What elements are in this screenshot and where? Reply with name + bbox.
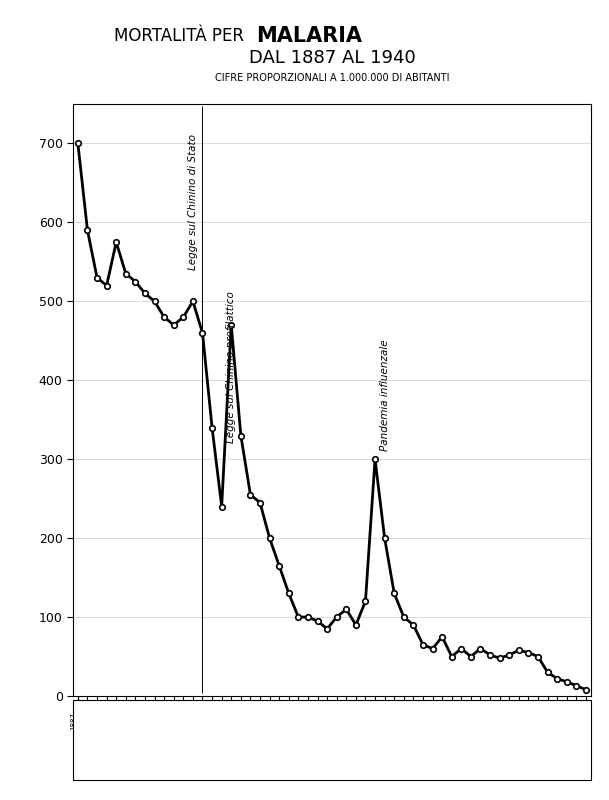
Text: 1908: 1908 (272, 712, 277, 730)
Text: 1915: 1915 (339, 712, 345, 730)
Text: 1887: 1887 (70, 712, 76, 730)
Text: 1895: 1895 (147, 712, 153, 730)
Text: 1924: 1924 (424, 712, 431, 730)
Text: 1928: 1928 (463, 712, 469, 730)
Text: 1923: 1923 (415, 712, 421, 730)
Text: 1909: 1909 (281, 712, 287, 730)
Text: 1894: 1894 (137, 712, 143, 730)
Text: 1927: 1927 (454, 712, 460, 730)
Text: 1899: 1899 (185, 712, 191, 730)
Text: 1888: 1888 (80, 712, 86, 730)
Text: 1919: 1919 (377, 712, 383, 730)
Text: MORTALITÀ PER: MORTALITÀ PER (114, 27, 244, 45)
Text: Pandemia influenzale: Pandemia influenzale (380, 340, 390, 451)
Text: CIFRE PROPORZIONALI A 1.000.000 DI ABITANTI: CIFRE PROPORZIONALI A 1.000.000 DI ABITA… (214, 74, 449, 83)
Text: 1936: 1936 (540, 712, 546, 730)
Text: 1940: 1940 (578, 712, 584, 730)
Text: 1934: 1934 (521, 712, 527, 730)
Text: 1933: 1933 (511, 712, 517, 730)
Text: DAL 1887 AL 1940: DAL 1887 AL 1940 (248, 50, 415, 67)
Text: 1898: 1898 (175, 712, 181, 730)
Text: 1929: 1929 (473, 712, 479, 730)
Text: 1889: 1889 (90, 712, 95, 730)
Text: 1901: 1901 (204, 712, 210, 730)
Text: Legge sul Chinino profilattico: Legge sul Chinino profilattico (226, 291, 236, 443)
Text: 1926: 1926 (444, 712, 450, 730)
Text: 1897: 1897 (166, 712, 172, 730)
Text: 1902: 1902 (214, 712, 220, 730)
Text: 1930: 1930 (482, 712, 488, 730)
Text: 1937: 1937 (549, 712, 555, 730)
Text: 1916: 1916 (348, 712, 354, 730)
Text: 1922: 1922 (406, 712, 412, 730)
Text: 1912: 1912 (310, 712, 315, 730)
Text: 1918: 1918 (367, 712, 373, 730)
Text: 1900: 1900 (195, 712, 201, 730)
Text: 1892: 1892 (118, 712, 124, 730)
Text: 1903: 1903 (224, 712, 230, 730)
Text: 1905: 1905 (242, 712, 248, 730)
Text: 1904: 1904 (233, 712, 239, 730)
Text: 1906: 1906 (252, 712, 258, 730)
Text: 1920: 1920 (387, 712, 392, 730)
Text: 1921: 1921 (396, 712, 402, 730)
Text: 1911: 1911 (300, 712, 306, 730)
Text: 1910: 1910 (290, 712, 297, 730)
Text: 1890: 1890 (99, 712, 105, 730)
Text: 1939: 1939 (569, 712, 574, 730)
Text: 1893: 1893 (128, 712, 133, 730)
Text: 1938: 1938 (559, 712, 565, 730)
Text: 1913: 1913 (319, 712, 325, 730)
Text: 1932: 1932 (501, 712, 507, 730)
Text: 1914: 1914 (329, 712, 335, 730)
Text: Legge sul Chinino di Stato: Legge sul Chinino di Stato (188, 134, 198, 270)
Text: 1907: 1907 (262, 712, 268, 730)
Text: 1935: 1935 (530, 712, 536, 730)
Text: 1925: 1925 (434, 712, 440, 730)
Text: 1917: 1917 (357, 712, 364, 730)
Text: 1931: 1931 (492, 712, 498, 730)
Text: 1896: 1896 (157, 712, 163, 730)
Text: MALARIA: MALARIA (256, 26, 362, 46)
Text: 1891: 1891 (108, 712, 114, 730)
